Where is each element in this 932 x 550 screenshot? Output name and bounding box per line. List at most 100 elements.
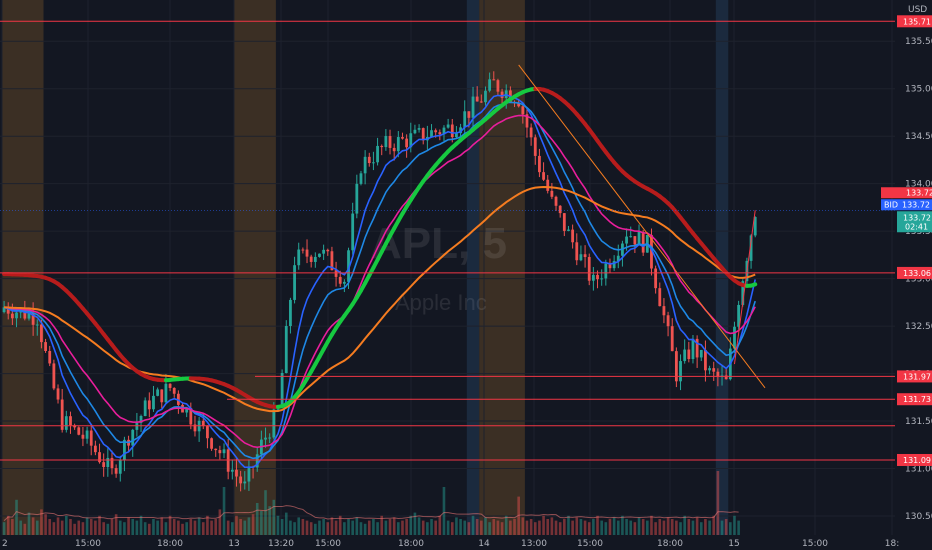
candle-63[interactable] <box>264 427 267 448</box>
price-axis[interactable]: USD 130.50131.00131.50132.00132.50133.00… <box>895 0 932 550</box>
candle-91[interactable] <box>380 144 384 156</box>
candle-0[interactable] <box>2 300 6 314</box>
candle-159[interactable] <box>662 298 666 324</box>
candle-92[interactable] <box>384 129 388 151</box>
candle-36[interactable] <box>152 385 155 412</box>
candle-21[interactable] <box>89 425 93 456</box>
candle-115[interactable] <box>479 94 483 103</box>
candle-86[interactable] <box>359 170 363 186</box>
candle-71[interactable] <box>297 242 301 270</box>
candle-90[interactable] <box>376 137 379 166</box>
candle-20[interactable] <box>85 426 89 444</box>
candle-98[interactable] <box>409 122 413 153</box>
candle-84[interactable] <box>351 202 355 255</box>
candle-27[interactable] <box>114 464 118 478</box>
candle-74[interactable] <box>309 254 313 268</box>
candle-89[interactable] <box>372 151 375 171</box>
candle-53[interactable] <box>222 443 226 458</box>
candle-162[interactable] <box>674 347 678 388</box>
candle-37[interactable] <box>156 387 160 397</box>
candle-34[interactable] <box>143 397 147 417</box>
candle-169[interactable] <box>704 340 707 382</box>
candle-101[interactable] <box>421 127 425 145</box>
candle-181[interactable] <box>753 216 757 238</box>
candle-15[interactable] <box>64 410 68 433</box>
candle-94[interactable] <box>392 143 396 161</box>
candle-88[interactable] <box>367 152 371 167</box>
candle-171[interactable] <box>712 361 716 381</box>
candle-97[interactable] <box>405 134 409 158</box>
candle-172[interactable] <box>716 368 720 387</box>
candle-152[interactable] <box>633 236 637 253</box>
candle-100[interactable] <box>417 124 421 133</box>
candle-16[interactable] <box>69 411 72 434</box>
candle-170[interactable] <box>708 365 711 375</box>
candle-128[interactable] <box>533 134 537 165</box>
candle-33[interactable] <box>139 414 143 432</box>
candle-45[interactable] <box>189 402 193 430</box>
candle-167[interactable] <box>695 335 699 368</box>
candle-77[interactable] <box>322 244 326 260</box>
candle-153[interactable] <box>637 224 641 245</box>
candle-9[interactable] <box>40 319 43 349</box>
candle-73[interactable] <box>305 239 309 264</box>
candles[interactable] <box>2 71 757 492</box>
candle-18[interactable] <box>77 426 81 436</box>
candle-125[interactable] <box>521 102 525 124</box>
candle-127[interactable] <box>529 123 533 146</box>
candle-32[interactable] <box>135 412 139 437</box>
candle-35[interactable] <box>147 392 151 418</box>
candle-22[interactable] <box>93 440 97 456</box>
candle-14[interactable] <box>60 388 64 433</box>
candle-134[interactable] <box>558 205 562 218</box>
candle-72[interactable] <box>301 247 305 254</box>
candle-108[interactable] <box>450 118 454 143</box>
candle-80[interactable] <box>334 261 338 287</box>
candle-168[interactable] <box>699 349 703 362</box>
candle-130[interactable] <box>542 162 545 181</box>
candle-154[interactable] <box>641 229 645 256</box>
candle-141[interactable] <box>587 253 591 286</box>
candle-10[interactable] <box>44 338 47 353</box>
candle-148[interactable] <box>616 244 620 269</box>
candle-177[interactable] <box>737 300 741 330</box>
candle-96[interactable] <box>401 132 404 140</box>
candle-19[interactable] <box>81 426 85 447</box>
candle-42[interactable] <box>176 390 180 414</box>
candle-136[interactable] <box>567 225 570 232</box>
candle-129[interactable] <box>538 148 541 178</box>
candle-8[interactable] <box>35 319 39 336</box>
candle-151[interactable] <box>629 226 633 238</box>
candle-85[interactable] <box>355 174 359 219</box>
candle-118[interactable] <box>492 71 496 81</box>
candle-61[interactable] <box>255 446 259 472</box>
candle-69[interactable] <box>289 297 292 334</box>
candle-50[interactable] <box>210 437 213 451</box>
candle-26[interactable] <box>110 450 114 475</box>
candle-13[interactable] <box>56 384 60 404</box>
candle-117[interactable] <box>488 72 492 93</box>
candle-11[interactable] <box>48 345 52 367</box>
candle-70[interactable] <box>293 256 296 304</box>
candle-12[interactable] <box>52 359 56 391</box>
candle-75[interactable] <box>313 252 317 268</box>
candle-160[interactable] <box>666 311 670 337</box>
candle-135[interactable] <box>562 213 566 237</box>
candle-111[interactable] <box>463 100 467 138</box>
candle-40[interactable] <box>168 383 172 392</box>
candle-143[interactable] <box>596 270 599 289</box>
candle-132[interactable] <box>550 182 554 200</box>
candle-25[interactable] <box>106 447 110 477</box>
candle-137[interactable] <box>571 224 575 249</box>
candle-114[interactable] <box>475 86 479 102</box>
candle-119[interactable] <box>496 78 500 96</box>
candle-138[interactable] <box>575 233 579 266</box>
candle-51[interactable] <box>214 448 218 457</box>
candle-58[interactable] <box>243 471 247 490</box>
candle-52[interactable] <box>218 445 222 460</box>
candle-164[interactable] <box>683 339 687 364</box>
candle-17[interactable] <box>73 423 77 430</box>
candle-41[interactable] <box>172 387 176 398</box>
